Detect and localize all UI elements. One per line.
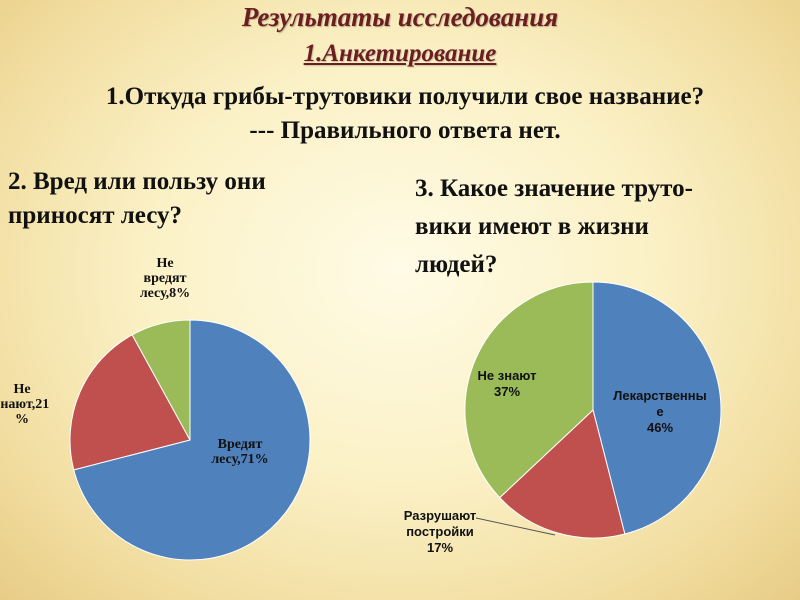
pie-slice-label: Лекарственны е 46%	[613, 388, 706, 435]
pie-slice-label: Не знают 37%	[478, 368, 537, 399]
pie-slice-label: Разрушают постройки 17%	[404, 508, 477, 555]
leader-line	[475, 517, 556, 536]
pie-slice	[131, 319, 191, 441]
pie-slice	[69, 334, 191, 471]
question-1-text: 1.Откуда грибы-трутовики получили свое н…	[105, 83, 705, 110]
pie-chart-harm: Вредят лесу,71% Не знают,21 % Не вредят лесу,8%	[0, 256, 311, 561]
question-2: 2. Вред или пользу они приносят лесу?	[8, 165, 368, 233]
question-3-line-2: вики имеют в жизни	[415, 213, 649, 240]
question-2-line-1: 2. Вред или пользу они	[8, 168, 266, 195]
pie-slice	[464, 281, 594, 499]
question-1: 1.Откуда грибы-трутовики получили свое н…	[20, 80, 790, 148]
question-1-answer: --- Правильного ответа нет.	[249, 117, 561, 144]
pie-slice	[592, 281, 722, 535]
question-3-line-3: людей?	[415, 251, 498, 278]
pie-chart-importance: Лекарственны е 46% Разрушают постройки 17% Не …	[404, 281, 722, 555]
question-2-line-2: приносят лесу?	[8, 202, 182, 229]
question-3-line-1: 3. Какое значение труто-	[415, 175, 693, 202]
slide-title: Результаты исследования	[241, 2, 559, 32]
pie-slice-label: Вредят лесу,71%	[211, 437, 268, 467]
question-3: 3. Какое значение труто- вики имеют в жи…	[415, 170, 785, 284]
pie-slice	[498, 409, 626, 539]
pie-slice-label: Не вредят лесу,8%	[140, 256, 190, 301]
slide-subtitle: 1.Анкетирование	[303, 40, 497, 67]
pie-slice-label: Не знают,21%	[0, 382, 49, 427]
pie-slice	[73, 319, 311, 561]
